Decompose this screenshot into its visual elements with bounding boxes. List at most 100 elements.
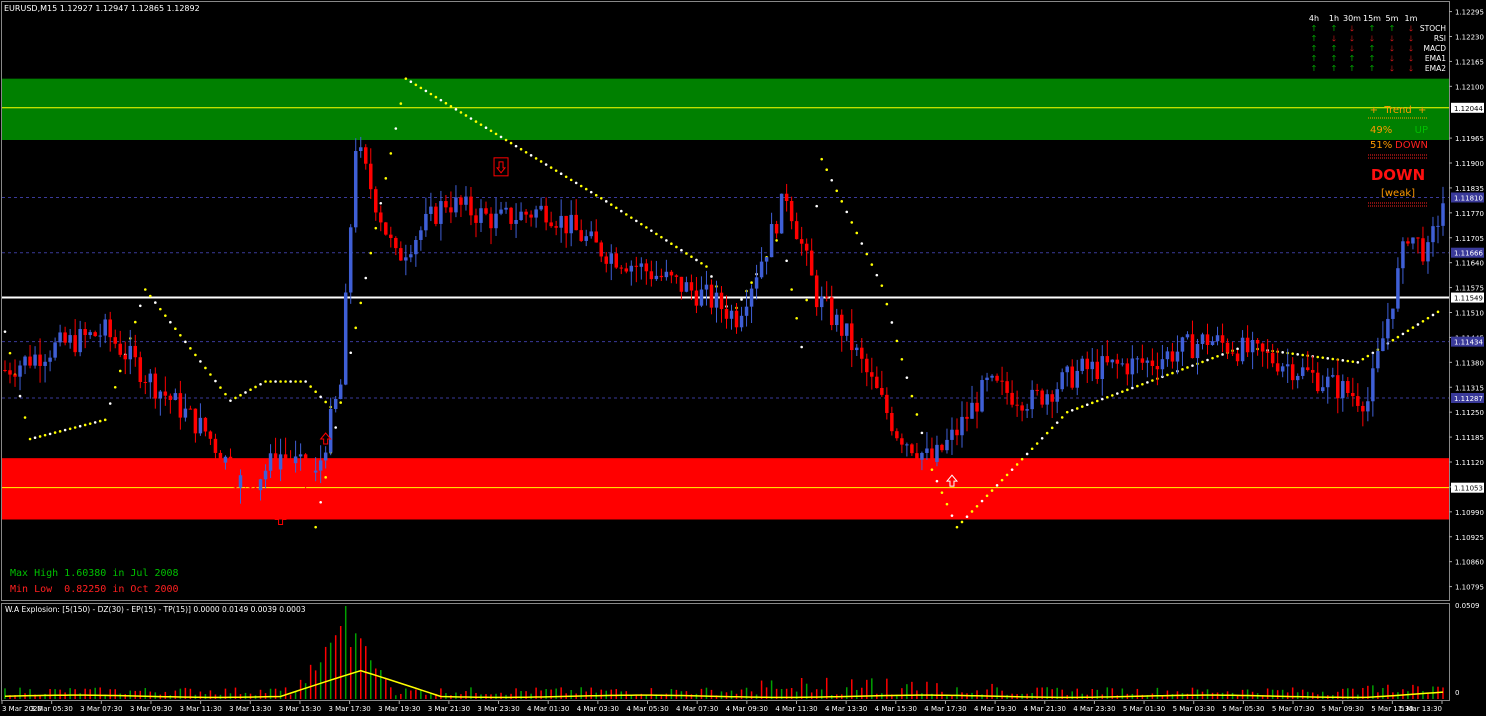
candle-body bbox=[1155, 365, 1160, 370]
candle-body bbox=[1285, 364, 1290, 367]
price-tick-label: 1.10925 bbox=[1455, 534, 1484, 542]
candle-body bbox=[1085, 358, 1090, 370]
candle-body bbox=[1250, 340, 1255, 353]
sar-dot bbox=[319, 500, 322, 504]
candle-body bbox=[1015, 404, 1019, 406]
sar-dot bbox=[1301, 353, 1305, 357]
candle-body bbox=[118, 343, 122, 355]
sar-dot bbox=[414, 83, 418, 87]
sar-dot bbox=[38, 435, 42, 438]
candle-body bbox=[639, 263, 644, 267]
candle-body bbox=[43, 361, 47, 366]
candle-body bbox=[73, 335, 77, 353]
sar-dot bbox=[174, 327, 177, 331]
sar-dot bbox=[504, 138, 508, 142]
candle-body bbox=[248, 483, 253, 488]
candle-body bbox=[1401, 241, 1405, 269]
sar-dot bbox=[264, 380, 267, 383]
candle-body bbox=[554, 226, 558, 228]
candle-body bbox=[890, 412, 894, 432]
sar-dot bbox=[434, 95, 438, 99]
sar-dot bbox=[579, 184, 583, 188]
arrow-up-icon: 🡑 bbox=[1350, 64, 1354, 73]
sar-dot bbox=[229, 399, 232, 402]
arrow-up-icon: 🡑 bbox=[1390, 24, 1394, 33]
sar-dot bbox=[113, 385, 117, 389]
price-tick-label: 1.11380 bbox=[1455, 359, 1484, 367]
candle-body bbox=[704, 284, 709, 290]
subwindow-frame[interactable] bbox=[1, 603, 1450, 701]
sar-dot bbox=[138, 304, 142, 308]
arrow-up-icon: 🡑 bbox=[1332, 24, 1336, 33]
candle-body bbox=[484, 208, 488, 214]
time-tick-label: 4 Mar 17:30 bbox=[924, 705, 966, 713]
sar-dot bbox=[339, 401, 343, 404]
sar-dot bbox=[1216, 355, 1219, 358]
candle-body bbox=[895, 431, 899, 439]
price-label: 1.11053 bbox=[1454, 485, 1483, 493]
candle-body bbox=[454, 197, 458, 213]
sar-dot bbox=[524, 150, 528, 154]
sar-dot bbox=[1391, 338, 1395, 342]
candle-body bbox=[13, 374, 17, 377]
price-tick-label: 1.11315 bbox=[1455, 384, 1484, 392]
candle-body bbox=[794, 221, 799, 240]
sar-dot bbox=[159, 307, 162, 311]
candle-body bbox=[1431, 226, 1435, 243]
candle-body bbox=[268, 453, 273, 471]
price-axis[interactable]: 1.12295 1.12230 1.12165 1.12100 1.11965 1.119… bbox=[1449, 9, 1484, 697]
price-tick-label: 1.12165 bbox=[1455, 58, 1484, 66]
candle-body bbox=[434, 206, 438, 224]
candle-body bbox=[1030, 389, 1034, 410]
candle-body bbox=[1441, 203, 1445, 226]
arrow-down-icon: 🡓 bbox=[1390, 44, 1394, 53]
candle-body bbox=[559, 215, 563, 228]
candle-body bbox=[389, 234, 393, 238]
time-tick-label: 3 Mar 09:30 bbox=[130, 705, 172, 713]
sar-dot bbox=[1065, 410, 1069, 414]
candle-body bbox=[644, 263, 649, 272]
sar-dot bbox=[835, 189, 839, 193]
candle-body bbox=[754, 277, 759, 289]
arrow-down-icon: 🡓 bbox=[1350, 34, 1354, 43]
sar-dot bbox=[269, 380, 272, 383]
candle-body bbox=[1371, 368, 1375, 402]
support-zone bbox=[2, 458, 1449, 520]
sar-dot bbox=[399, 102, 403, 105]
candle-body bbox=[975, 402, 979, 412]
price-tick-label: 1.12295 bbox=[1455, 9, 1484, 17]
sar-dot bbox=[389, 152, 393, 155]
candle-body bbox=[995, 375, 999, 381]
sar-dot bbox=[78, 424, 82, 428]
candle-body bbox=[18, 365, 22, 377]
sar-dot bbox=[519, 147, 523, 151]
sar-dot bbox=[1281, 351, 1284, 354]
price-label-box bbox=[1451, 336, 1484, 347]
price-tick-label: 1.11185 bbox=[1455, 434, 1484, 442]
candle-body bbox=[83, 329, 87, 336]
candle-body bbox=[98, 335, 102, 337]
candle-body bbox=[614, 253, 619, 268]
main-chart-frame[interactable] bbox=[1, 1, 1450, 601]
sub-tick-label: 0 bbox=[1455, 689, 1459, 697]
candle-body bbox=[288, 458, 293, 464]
candle-body bbox=[93, 332, 97, 337]
sar-dot bbox=[424, 89, 428, 93]
sar-dot bbox=[149, 294, 152, 298]
trend-strength: [weak] bbox=[1381, 188, 1415, 199]
candle-body bbox=[188, 408, 193, 410]
candle-body bbox=[589, 231, 593, 237]
candle-body bbox=[293, 456, 298, 464]
sar-dot bbox=[945, 502, 949, 506]
candle-body bbox=[799, 239, 804, 244]
candle-body bbox=[514, 220, 518, 224]
candle-body bbox=[819, 296, 824, 308]
candle-body bbox=[684, 282, 689, 292]
arrow-down-icon: 🡓 bbox=[1370, 34, 1374, 43]
arrow-down-icon: 🡓 bbox=[1390, 34, 1394, 43]
candle-body bbox=[369, 163, 373, 190]
sar-dot bbox=[1331, 357, 1335, 361]
price-label: 1.11666 bbox=[1454, 250, 1483, 258]
price-tick-label: 1.11120 bbox=[1455, 459, 1484, 467]
